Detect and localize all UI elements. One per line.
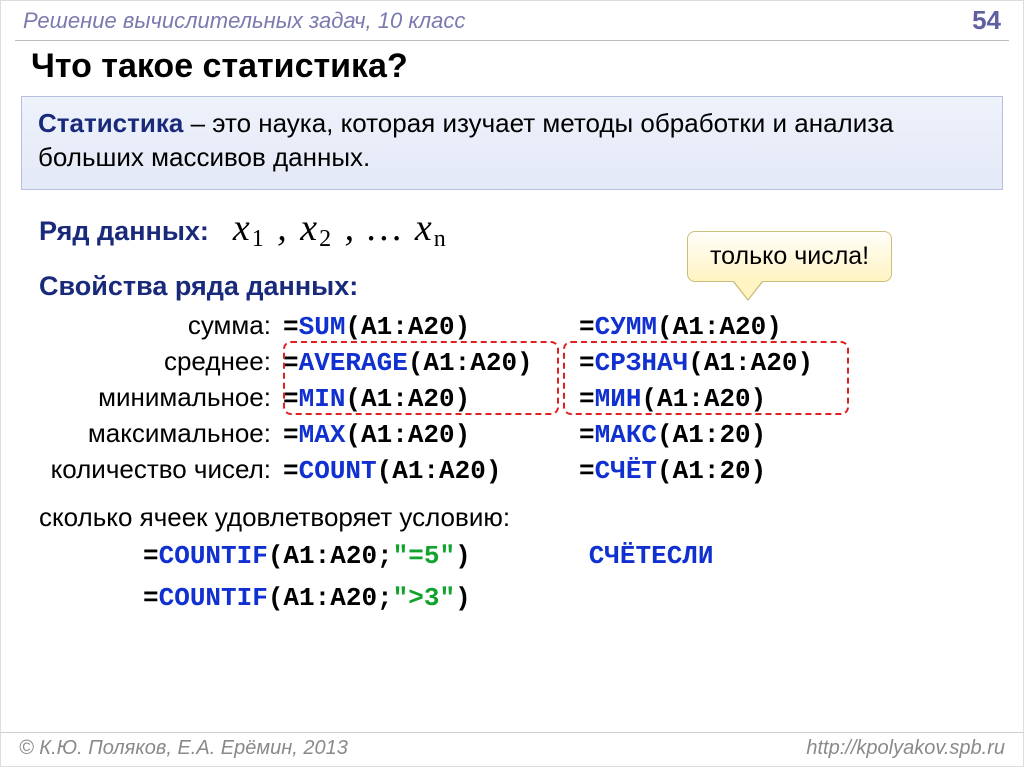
callout-note: только числа!	[687, 231, 892, 282]
footer-url: http://kpolyakov.spb.ru	[806, 737, 1005, 760]
formula-ru: =МИН(A1:A20)	[579, 384, 869, 414]
formula-ru: =СЧЁТ(A1:20)	[579, 456, 869, 486]
function-label: количество чисел:	[1, 454, 277, 485]
formula-ru: =СРЗНАЧ(A1:A20)	[579, 348, 869, 378]
function-row: сумма:=SUM(A1:A20)=СУММ(A1:A20)	[1, 308, 1023, 344]
function-row: количество чисел:=COUNT(A1:A20)=СЧЁТ(A1:…	[1, 452, 1023, 488]
formula-ru: =СУММ(A1:A20)	[579, 312, 869, 342]
formula-ru: =МАКС(A1:20)	[579, 420, 869, 450]
slide-header: Решение вычислительных задач, 10 класс 5…	[1, 1, 1023, 38]
formula-en: =SUM(A1:A20)	[283, 312, 573, 342]
countif-line-2: =COUNTIF(A1:A20;">3")	[1, 573, 1023, 615]
course-title: Решение вычислительных задач, 10 класс	[23, 8, 465, 34]
page-number: 54	[972, 5, 1001, 36]
series-formula: x1 , x2 , … xn	[233, 206, 448, 253]
definition-box: Статистика – это наука, которая изучает …	[21, 96, 1003, 190]
series-label: Ряд данных:	[39, 216, 209, 247]
formula-en: =AVERAGE(A1:A20)	[283, 348, 573, 378]
page-title: Что такое статистика?	[1, 41, 1023, 96]
functions-table: сумма:=SUM(A1:A20)=СУММ(A1:A20)среднее:=…	[1, 302, 1023, 488]
function-label: минимальное:	[1, 382, 277, 413]
countif-ru: СЧЁТЕСЛИ	[589, 541, 714, 571]
footer-copyright: © К.Ю. Поляков, Е.А. Ерёмин, 2013	[19, 737, 348, 760]
formula-en: =MAX(A1:A20)	[283, 420, 573, 450]
formula-en: =COUNT(A1:A20)	[283, 456, 573, 486]
function-row: минимальное:=MIN(A1:A20)=МИН(A1:A20)	[1, 380, 1023, 416]
function-label: максимальное:	[1, 418, 277, 449]
function-row: среднее:=AVERAGE(A1:A20)=СРЗНАЧ(A1:A20)	[1, 344, 1023, 380]
countif-line-1: =COUNTIF(A1:A20;"=5") СЧЁТЕСЛИ	[1, 539, 1023, 573]
function-label: сумма:	[1, 310, 277, 341]
definition-term: Статистика	[38, 108, 183, 138]
formula-en: =MIN(A1:A20)	[283, 384, 573, 414]
condition-label: сколько ячеек удовлетворяет условию:	[1, 488, 1023, 539]
slide-footer: © К.Ю. Поляков, Е.А. Ерёмин, 2013 http:/…	[1, 732, 1023, 766]
function-label: среднее:	[1, 346, 277, 377]
function-row: максимальное:=MAX(A1:A20)=МАКС(A1:20)	[1, 416, 1023, 452]
